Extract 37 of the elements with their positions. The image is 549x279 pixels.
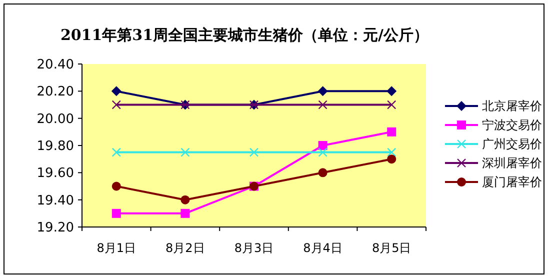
y-tick-label: 19.60 bbox=[36, 166, 74, 182]
point bbox=[112, 182, 121, 191]
y-tick-label: 19.40 bbox=[36, 193, 74, 208]
x-tick-label: 8月5日 bbox=[372, 241, 412, 255]
legend-label: 厦门屠宰价 bbox=[482, 175, 542, 190]
x-tick-label: 8月4日 bbox=[303, 241, 342, 255]
point bbox=[180, 148, 190, 157]
legend-label: 广州交易价 bbox=[482, 137, 542, 152]
point bbox=[387, 148, 396, 157]
point bbox=[112, 208, 121, 218]
point bbox=[112, 148, 121, 157]
point bbox=[387, 154, 396, 164]
point bbox=[249, 148, 259, 157]
x-tick-label: 8月2日 bbox=[166, 241, 205, 255]
point bbox=[386, 86, 397, 96]
point bbox=[318, 86, 328, 96]
x-tick-label: 8月3日 bbox=[234, 241, 274, 255]
point bbox=[180, 208, 190, 218]
legend-label: 北京屠宰价 bbox=[482, 99, 542, 114]
point bbox=[387, 127, 396, 136]
point bbox=[318, 148, 328, 157]
point bbox=[318, 100, 328, 110]
point bbox=[318, 168, 328, 178]
point bbox=[111, 86, 122, 96]
y-tick-label: 19.20 bbox=[36, 220, 74, 236]
point bbox=[387, 100, 396, 110]
y-tick-label: 20.40 bbox=[36, 58, 74, 73]
legend-label: 宁波交易价 bbox=[482, 118, 542, 132]
y-tick-label: 20.00 bbox=[36, 112, 74, 127]
point bbox=[112, 100, 121, 110]
legend-label: 深圳屠宰价 bbox=[482, 156, 542, 170]
point bbox=[180, 195, 190, 204]
y-tick-label: 20.20 bbox=[36, 84, 74, 100]
point bbox=[318, 141, 328, 150]
y-tick-label: 19.80 bbox=[36, 139, 74, 154]
x-tick-label: 8月1日 bbox=[96, 241, 136, 255]
chart-title: 2011年第31周全国主要城市生猪价（单位：元/公斤） bbox=[60, 26, 429, 44]
